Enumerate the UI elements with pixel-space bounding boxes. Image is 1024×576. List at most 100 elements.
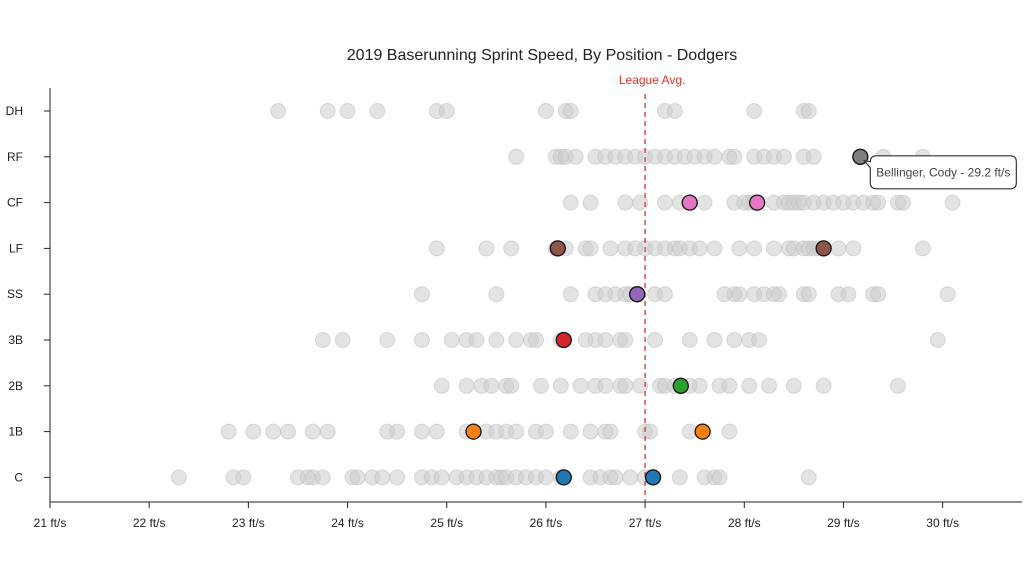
league-point bbox=[562, 286, 579, 303]
league-point bbox=[632, 194, 649, 211]
league-point bbox=[656, 286, 673, 303]
y-tick-label: DH bbox=[6, 104, 23, 118]
axes: 21 ft/s 22 ft/s 23 ft/s 24 ft/s 25 ft/s 26 ft… bbox=[6, 88, 1022, 530]
league-point bbox=[304, 423, 321, 440]
league-point bbox=[389, 423, 406, 440]
league-point bbox=[270, 103, 287, 119]
league-point bbox=[771, 286, 787, 303]
league-point bbox=[607, 469, 624, 486]
dodgers-point bbox=[555, 331, 572, 349]
dodgers-point bbox=[465, 423, 482, 440]
league-point bbox=[944, 194, 961, 211]
league-point bbox=[413, 332, 430, 348]
league-point bbox=[443, 332, 460, 348]
league-point bbox=[894, 194, 911, 211]
league-point bbox=[785, 377, 802, 394]
y-tick-label: 3B bbox=[8, 333, 23, 347]
league-point bbox=[532, 377, 549, 394]
league-point bbox=[503, 240, 520, 257]
league-point bbox=[508, 423, 525, 440]
league-point bbox=[488, 332, 505, 348]
league-point bbox=[582, 240, 599, 257]
league-point bbox=[562, 194, 579, 211]
league-point bbox=[528, 332, 544, 348]
league-point bbox=[766, 240, 783, 257]
league-point bbox=[656, 194, 673, 211]
league-point bbox=[666, 103, 683, 119]
league-point bbox=[731, 240, 748, 257]
league-point bbox=[696, 194, 713, 211]
league-point bbox=[815, 377, 832, 394]
dodgers-point bbox=[672, 377, 689, 394]
league-point bbox=[706, 332, 723, 348]
league-point bbox=[830, 240, 847, 257]
league-point bbox=[245, 423, 262, 440]
league-point bbox=[339, 103, 356, 119]
league-point bbox=[761, 377, 778, 394]
league-point bbox=[265, 423, 282, 440]
league-point bbox=[379, 332, 396, 348]
league-point bbox=[746, 103, 763, 119]
y-tick-label: SS bbox=[7, 287, 23, 301]
x-tick-label: 30 ft/s bbox=[926, 516, 959, 530]
league-point bbox=[314, 469, 331, 486]
x-tick-label: 28 ft/s bbox=[728, 516, 761, 530]
league-point bbox=[314, 332, 331, 348]
x-tick-label: 24 ft/s bbox=[331, 516, 364, 530]
league-point bbox=[508, 332, 525, 348]
league-point bbox=[642, 423, 659, 440]
league-point bbox=[280, 423, 297, 440]
league-point bbox=[567, 148, 584, 165]
league-point bbox=[602, 423, 619, 440]
y-tick-label: CF bbox=[7, 196, 23, 210]
league-point bbox=[374, 469, 391, 486]
league-point bbox=[597, 332, 614, 348]
league-point bbox=[805, 148, 822, 165]
league-point bbox=[537, 103, 554, 119]
x-tick-label: 29 ft/s bbox=[827, 516, 860, 530]
league-point bbox=[537, 423, 554, 440]
league-point bbox=[800, 103, 817, 119]
dodgers-point bbox=[681, 194, 698, 211]
x-tick-label: 25 ft/s bbox=[430, 516, 463, 530]
league-point bbox=[800, 286, 817, 303]
league-point bbox=[870, 194, 887, 211]
league-point bbox=[428, 423, 445, 440]
league-point bbox=[433, 377, 450, 394]
league-point bbox=[706, 148, 723, 165]
league-point bbox=[691, 240, 708, 257]
league-point bbox=[726, 332, 743, 348]
league-point bbox=[220, 423, 237, 440]
league-point bbox=[428, 240, 445, 257]
league-point bbox=[671, 469, 688, 486]
league-point bbox=[334, 332, 351, 348]
league-point bbox=[870, 286, 887, 303]
league-point bbox=[582, 194, 599, 211]
league-point bbox=[726, 148, 743, 165]
league-point bbox=[775, 148, 792, 165]
y-tick-label: 1B bbox=[8, 425, 23, 439]
league-point bbox=[706, 240, 723, 257]
league-point bbox=[711, 469, 728, 486]
league-point bbox=[413, 286, 430, 303]
league-point bbox=[478, 240, 495, 257]
league-point bbox=[438, 103, 455, 119]
dodgers-point bbox=[815, 240, 832, 257]
x-tick-label: 27 ft/s bbox=[629, 516, 662, 530]
league-average-layer: League Avg. bbox=[619, 73, 685, 502]
league-point bbox=[632, 377, 649, 394]
league-point bbox=[939, 286, 956, 303]
league-point bbox=[433, 469, 450, 486]
x-tick-label: 26 ft/s bbox=[530, 516, 563, 530]
chart-title: 2019 Baserunning Sprint Speed, By Positi… bbox=[347, 47, 737, 64]
league-point bbox=[721, 423, 738, 440]
league-point bbox=[468, 332, 485, 348]
league-point bbox=[582, 423, 599, 440]
league-point bbox=[622, 469, 639, 486]
league-point bbox=[602, 240, 619, 257]
league-point bbox=[800, 469, 817, 486]
league-point bbox=[537, 469, 554, 486]
y-tick-label: RF bbox=[7, 150, 23, 164]
tooltip-text: Bellinger, Cody - 29.2 ft/s bbox=[876, 165, 1010, 179]
